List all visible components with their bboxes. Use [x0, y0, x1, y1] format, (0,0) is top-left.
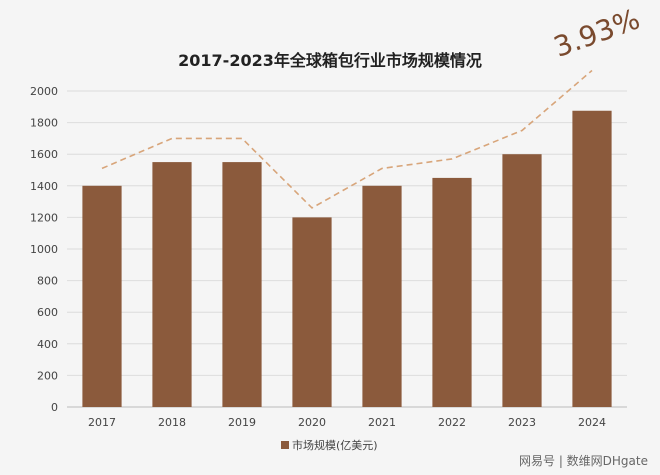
x-tick-label: 2020	[298, 416, 326, 429]
legend: 市场规模(亿美元)	[281, 438, 378, 452]
x-tick-label: 2023	[508, 416, 536, 429]
bar	[82, 185, 122, 407]
y-tick-label: 200	[37, 369, 58, 382]
y-tick-label: 2000	[30, 85, 58, 98]
y-tick-label: 1800	[30, 117, 58, 130]
watermark: 网易号 | 数维网DHgate	[519, 453, 648, 468]
chart-title: 2017-2023年全球箱包行业市场规模情况	[178, 51, 482, 70]
x-tick-label: 2022	[438, 416, 466, 429]
y-tick-label: 1400	[30, 180, 58, 193]
x-tick-label: 2024	[578, 416, 606, 429]
bar	[152, 162, 192, 407]
bar	[362, 185, 402, 407]
legend-swatch	[281, 441, 289, 449]
x-tick-label: 2018	[158, 416, 186, 429]
bar	[502, 154, 542, 407]
y-tick-label: 400	[37, 338, 58, 351]
bar	[292, 217, 332, 407]
y-tick-label: 0	[51, 401, 58, 414]
x-tick-label: 2017	[88, 416, 116, 429]
x-axis: 2017 2018 2019 2020 2021 2022 2023 2024	[88, 416, 606, 429]
y-tick-label: 600	[37, 306, 58, 319]
x-tick-label: 2019	[228, 416, 256, 429]
bar	[432, 177, 472, 407]
grid-lines	[67, 90, 627, 408]
growth-annotation: 3.93%	[549, 2, 644, 63]
y-tick-label: 1000	[30, 243, 58, 256]
y-tick-label: 1600	[30, 148, 58, 161]
trend-line-path	[101, 69, 593, 209]
x-tick-label: 2021	[368, 416, 396, 429]
trend-line	[101, 69, 593, 209]
y-axis: 0 200 400 600 800 1000 1200 1400 1600 1800 2000	[30, 85, 58, 414]
y-tick-label: 800	[37, 275, 58, 288]
bar	[572, 110, 612, 407]
legend-label: 市场规模(亿美元)	[292, 438, 378, 452]
y-tick-label: 1200	[30, 211, 58, 224]
bar-series	[82, 110, 612, 407]
bar	[222, 162, 262, 407]
